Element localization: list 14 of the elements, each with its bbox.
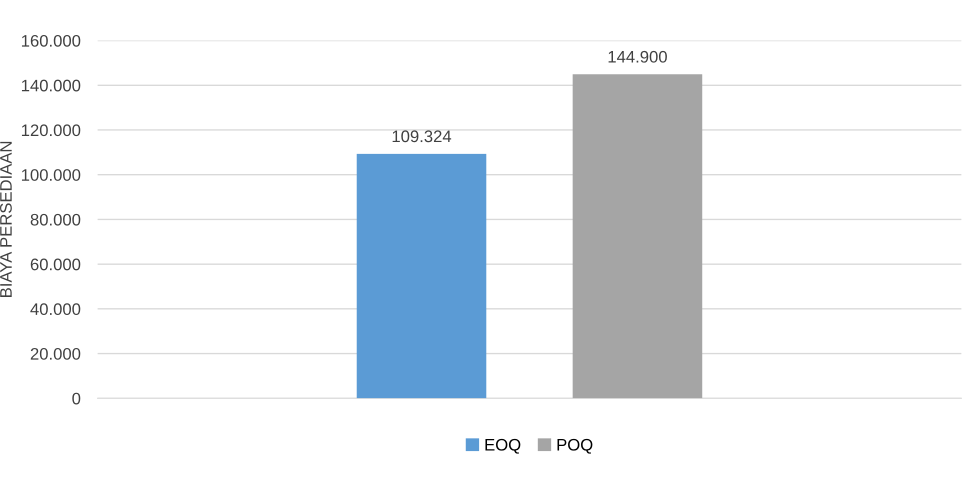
y-tick-label: 160.000	[22, 34, 80, 47]
y-tick-label: 80.000	[30, 214, 80, 226]
y-tick-label: 120.000	[22, 124, 80, 136]
y-tick-label: 140.000	[22, 80, 80, 92]
y-tick-label: 20.000	[30, 348, 80, 360]
y-tick-label: 100.000	[22, 169, 80, 181]
legend-label: EOQ	[485, 438, 520, 454]
legend-label: POQ	[558, 438, 592, 454]
y-tick-label: 0	[72, 392, 80, 404]
data-label: 109.324	[392, 130, 452, 142]
y-tick-label: 60.000	[30, 258, 80, 270]
y-axis-title: BIAYA PERSEDIAAN	[0, 142, 12, 297]
data-label: 144.900	[608, 50, 667, 63]
y-tick-label: 40.000	[30, 303, 80, 316]
